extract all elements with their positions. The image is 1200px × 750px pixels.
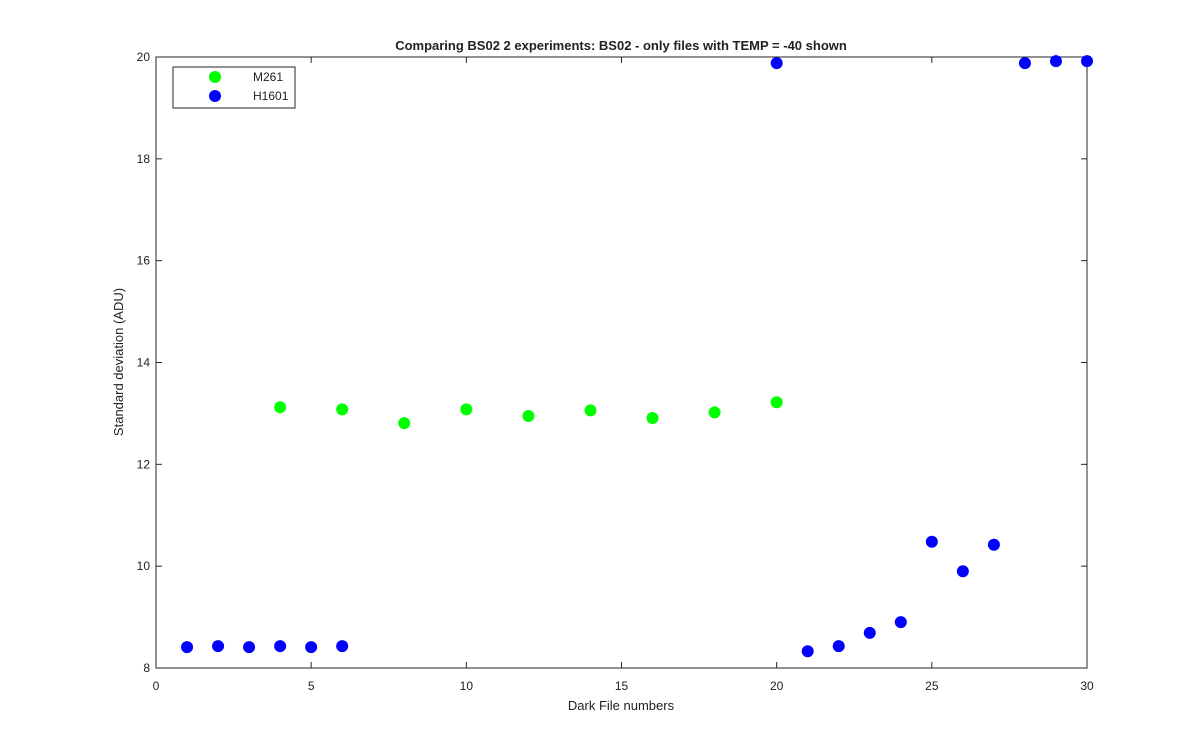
- y-axis-ticks: 8 10 12 14 16 18 20: [137, 50, 1087, 675]
- y-tick-label: 10: [137, 559, 151, 573]
- point-h1601: [181, 641, 194, 654]
- legend-marker-h1601: [209, 90, 221, 102]
- point-m261: [770, 396, 783, 409]
- point-m261: [398, 417, 411, 430]
- point-m261: [708, 406, 721, 419]
- point-h1601: [336, 640, 349, 653]
- point-m261: [646, 411, 659, 424]
- y-tick-label: 20: [137, 50, 151, 64]
- y-tick-label: 12: [137, 457, 151, 471]
- point-h1601: [925, 535, 938, 548]
- point-m261: [584, 404, 597, 417]
- data-points: [181, 55, 1093, 658]
- point-h1601: [243, 641, 256, 654]
- point-h1601: [894, 616, 907, 629]
- point-h1601: [863, 626, 876, 639]
- y-axis-label: Standard deviation (ADU): [111, 288, 126, 436]
- x-tick-label: 10: [460, 679, 474, 693]
- point-h1601: [956, 565, 969, 578]
- chart-title: Comparing BS02 2 experiments: BS02 - onl…: [395, 38, 847, 53]
- point-m261: [460, 403, 473, 416]
- y-tick-label: 14: [137, 356, 151, 370]
- legend-label-h1601: H1601: [253, 89, 289, 103]
- plot-area: [155, 56, 1088, 669]
- point-h1601: [1018, 57, 1031, 70]
- point-h1601: [801, 645, 814, 658]
- point-h1601: [770, 57, 783, 70]
- legend-marker-m261: [209, 71, 221, 83]
- point-m261: [336, 403, 349, 416]
- y-tick-label: 16: [137, 254, 151, 268]
- point-h1601: [274, 640, 287, 653]
- point-h1601: [212, 640, 225, 653]
- x-tick-label: 0: [153, 679, 160, 693]
- y-tick-label: 8: [143, 661, 150, 675]
- point-m261: [522, 409, 535, 422]
- point-m261: [274, 401, 287, 414]
- point-h1601: [1081, 55, 1093, 68]
- point-h1601: [832, 640, 845, 653]
- x-axis-label: Dark File numbers: [568, 698, 675, 713]
- y-tick-label: 18: [137, 152, 151, 166]
- point-h1601: [1049, 55, 1062, 68]
- x-axis-ticks: 0 5 10 15 20 25 30: [153, 57, 1094, 693]
- x-tick-label: 15: [615, 679, 629, 693]
- point-h1601: [987, 538, 1000, 551]
- legend-box: [172, 66, 296, 109]
- x-tick-label: 20: [770, 679, 784, 693]
- x-tick-label: 25: [925, 679, 939, 693]
- legend-label-m261: M261: [253, 70, 283, 84]
- point-h1601: [305, 641, 318, 654]
- x-tick-label: 5: [308, 679, 315, 693]
- legend: M261 H1601: [172, 66, 296, 109]
- x-tick-label: 30: [1080, 679, 1094, 693]
